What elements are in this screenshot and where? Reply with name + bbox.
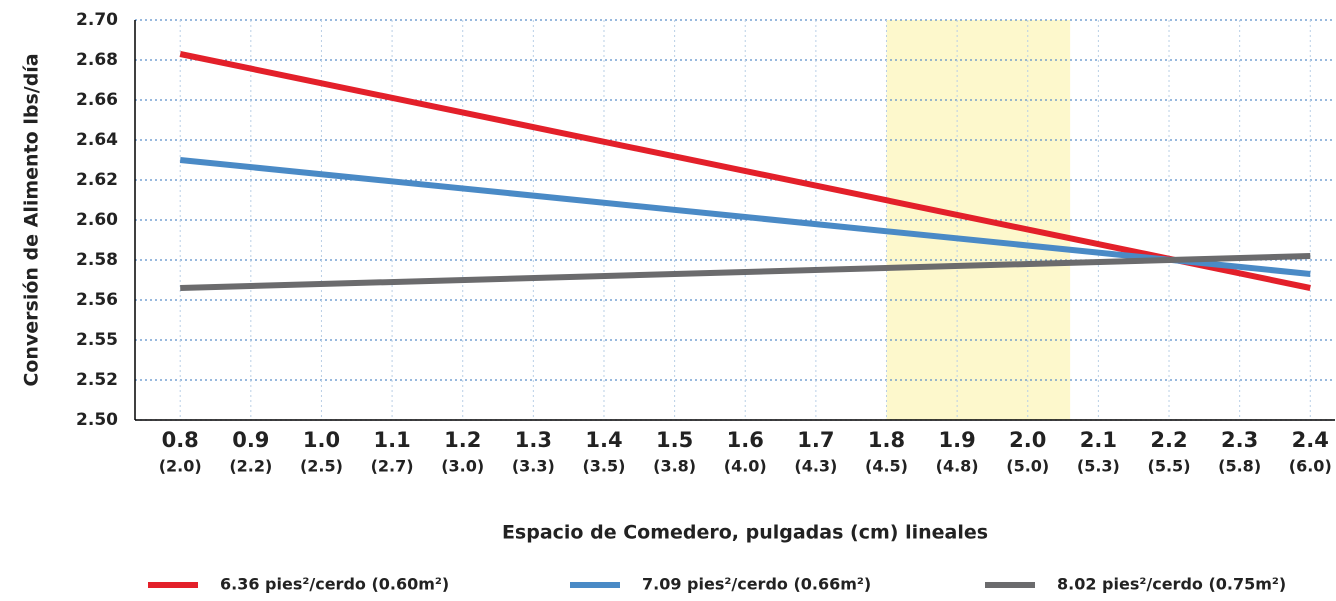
y-tick-label: 2.50 bbox=[76, 410, 118, 430]
x-tick-sublabel: (2.2) bbox=[229, 457, 272, 476]
x-tick-label: 2.1 bbox=[1080, 428, 1117, 452]
x-tick-label: 1.9 bbox=[939, 428, 976, 452]
x-tick-sublabel: (3.0) bbox=[441, 457, 484, 476]
y-tick-label: 2.55 bbox=[76, 330, 118, 350]
x-tick-label: 1.8 bbox=[868, 428, 905, 452]
x-tick-sublabel: (4.3) bbox=[794, 457, 837, 476]
y-tick-label: 2.66 bbox=[76, 90, 118, 110]
x-tick-label: 2.0 bbox=[1009, 428, 1046, 452]
x-tick-label: 1.4 bbox=[585, 428, 622, 452]
series-line bbox=[179, 157, 1311, 277]
x-tick-sublabel: (4.5) bbox=[865, 457, 908, 476]
y-tick-label: 2.56 bbox=[76, 290, 118, 310]
y-tick-label: 2.52 bbox=[76, 370, 118, 390]
x-tick-sublabel: (5.0) bbox=[1006, 457, 1049, 476]
x-tick-sublabel: (2.0) bbox=[159, 457, 202, 476]
series-line bbox=[180, 253, 1311, 291]
y-tick-label: 2.64 bbox=[76, 130, 118, 150]
x-tick-label: 1.1 bbox=[373, 428, 410, 452]
x-tick-label: 1.6 bbox=[727, 428, 764, 452]
x-tick-label: 1.7 bbox=[797, 428, 834, 452]
x-tick-label: 1.2 bbox=[444, 428, 481, 452]
x-tick-label: 2.3 bbox=[1221, 428, 1258, 452]
x-tick-sublabel: (4.0) bbox=[724, 457, 767, 476]
x-tick-sublabel: (5.3) bbox=[1077, 457, 1120, 476]
legend-label: 7.09 pies²/cerdo (0.66m²) bbox=[642, 575, 871, 594]
y-tick-label: 2.60 bbox=[76, 210, 118, 230]
x-tick-sublabel: (3.8) bbox=[653, 457, 696, 476]
x-tick-sublabel: (6.0) bbox=[1289, 457, 1332, 476]
x-tick-label: 2.4 bbox=[1292, 428, 1329, 452]
x-tick-label: 1.5 bbox=[656, 428, 693, 452]
x-tick-label: 0.9 bbox=[232, 428, 269, 452]
x-tick-sublabel: (4.8) bbox=[936, 457, 979, 476]
x-tick-sublabel: (5.5) bbox=[1148, 457, 1191, 476]
x-axis-title: Espacio de Comedero, pulgadas (cm) linea… bbox=[502, 522, 988, 544]
x-tick-sublabel: (2.7) bbox=[371, 457, 414, 476]
y-axis-title: Conversión de Alimento lbs/día bbox=[21, 53, 43, 386]
y-tick-label: 2.62 bbox=[76, 170, 118, 190]
y-tick-label: 2.58 bbox=[76, 250, 118, 270]
x-tick-label: 0.8 bbox=[162, 428, 199, 452]
series-line bbox=[179, 51, 1311, 291]
y-tick-label: 2.68 bbox=[76, 50, 118, 70]
x-tick-label: 1.0 bbox=[303, 428, 340, 452]
x-tick-sublabel: (5.8) bbox=[1218, 457, 1261, 476]
y-tick-label: 2.70 bbox=[76, 10, 118, 30]
x-tick-sublabel: (3.3) bbox=[512, 457, 555, 476]
legend-label: 6.36 pies²/cerdo (0.60m²) bbox=[220, 575, 449, 594]
legend-label: 8.02 pies²/cerdo (0.75m²) bbox=[1057, 575, 1286, 594]
x-tick-sublabel: (3.5) bbox=[582, 457, 625, 476]
x-tick-label: 1.3 bbox=[515, 428, 552, 452]
x-tick-sublabel: (2.5) bbox=[300, 457, 343, 476]
x-tick-label: 2.2 bbox=[1150, 428, 1187, 452]
